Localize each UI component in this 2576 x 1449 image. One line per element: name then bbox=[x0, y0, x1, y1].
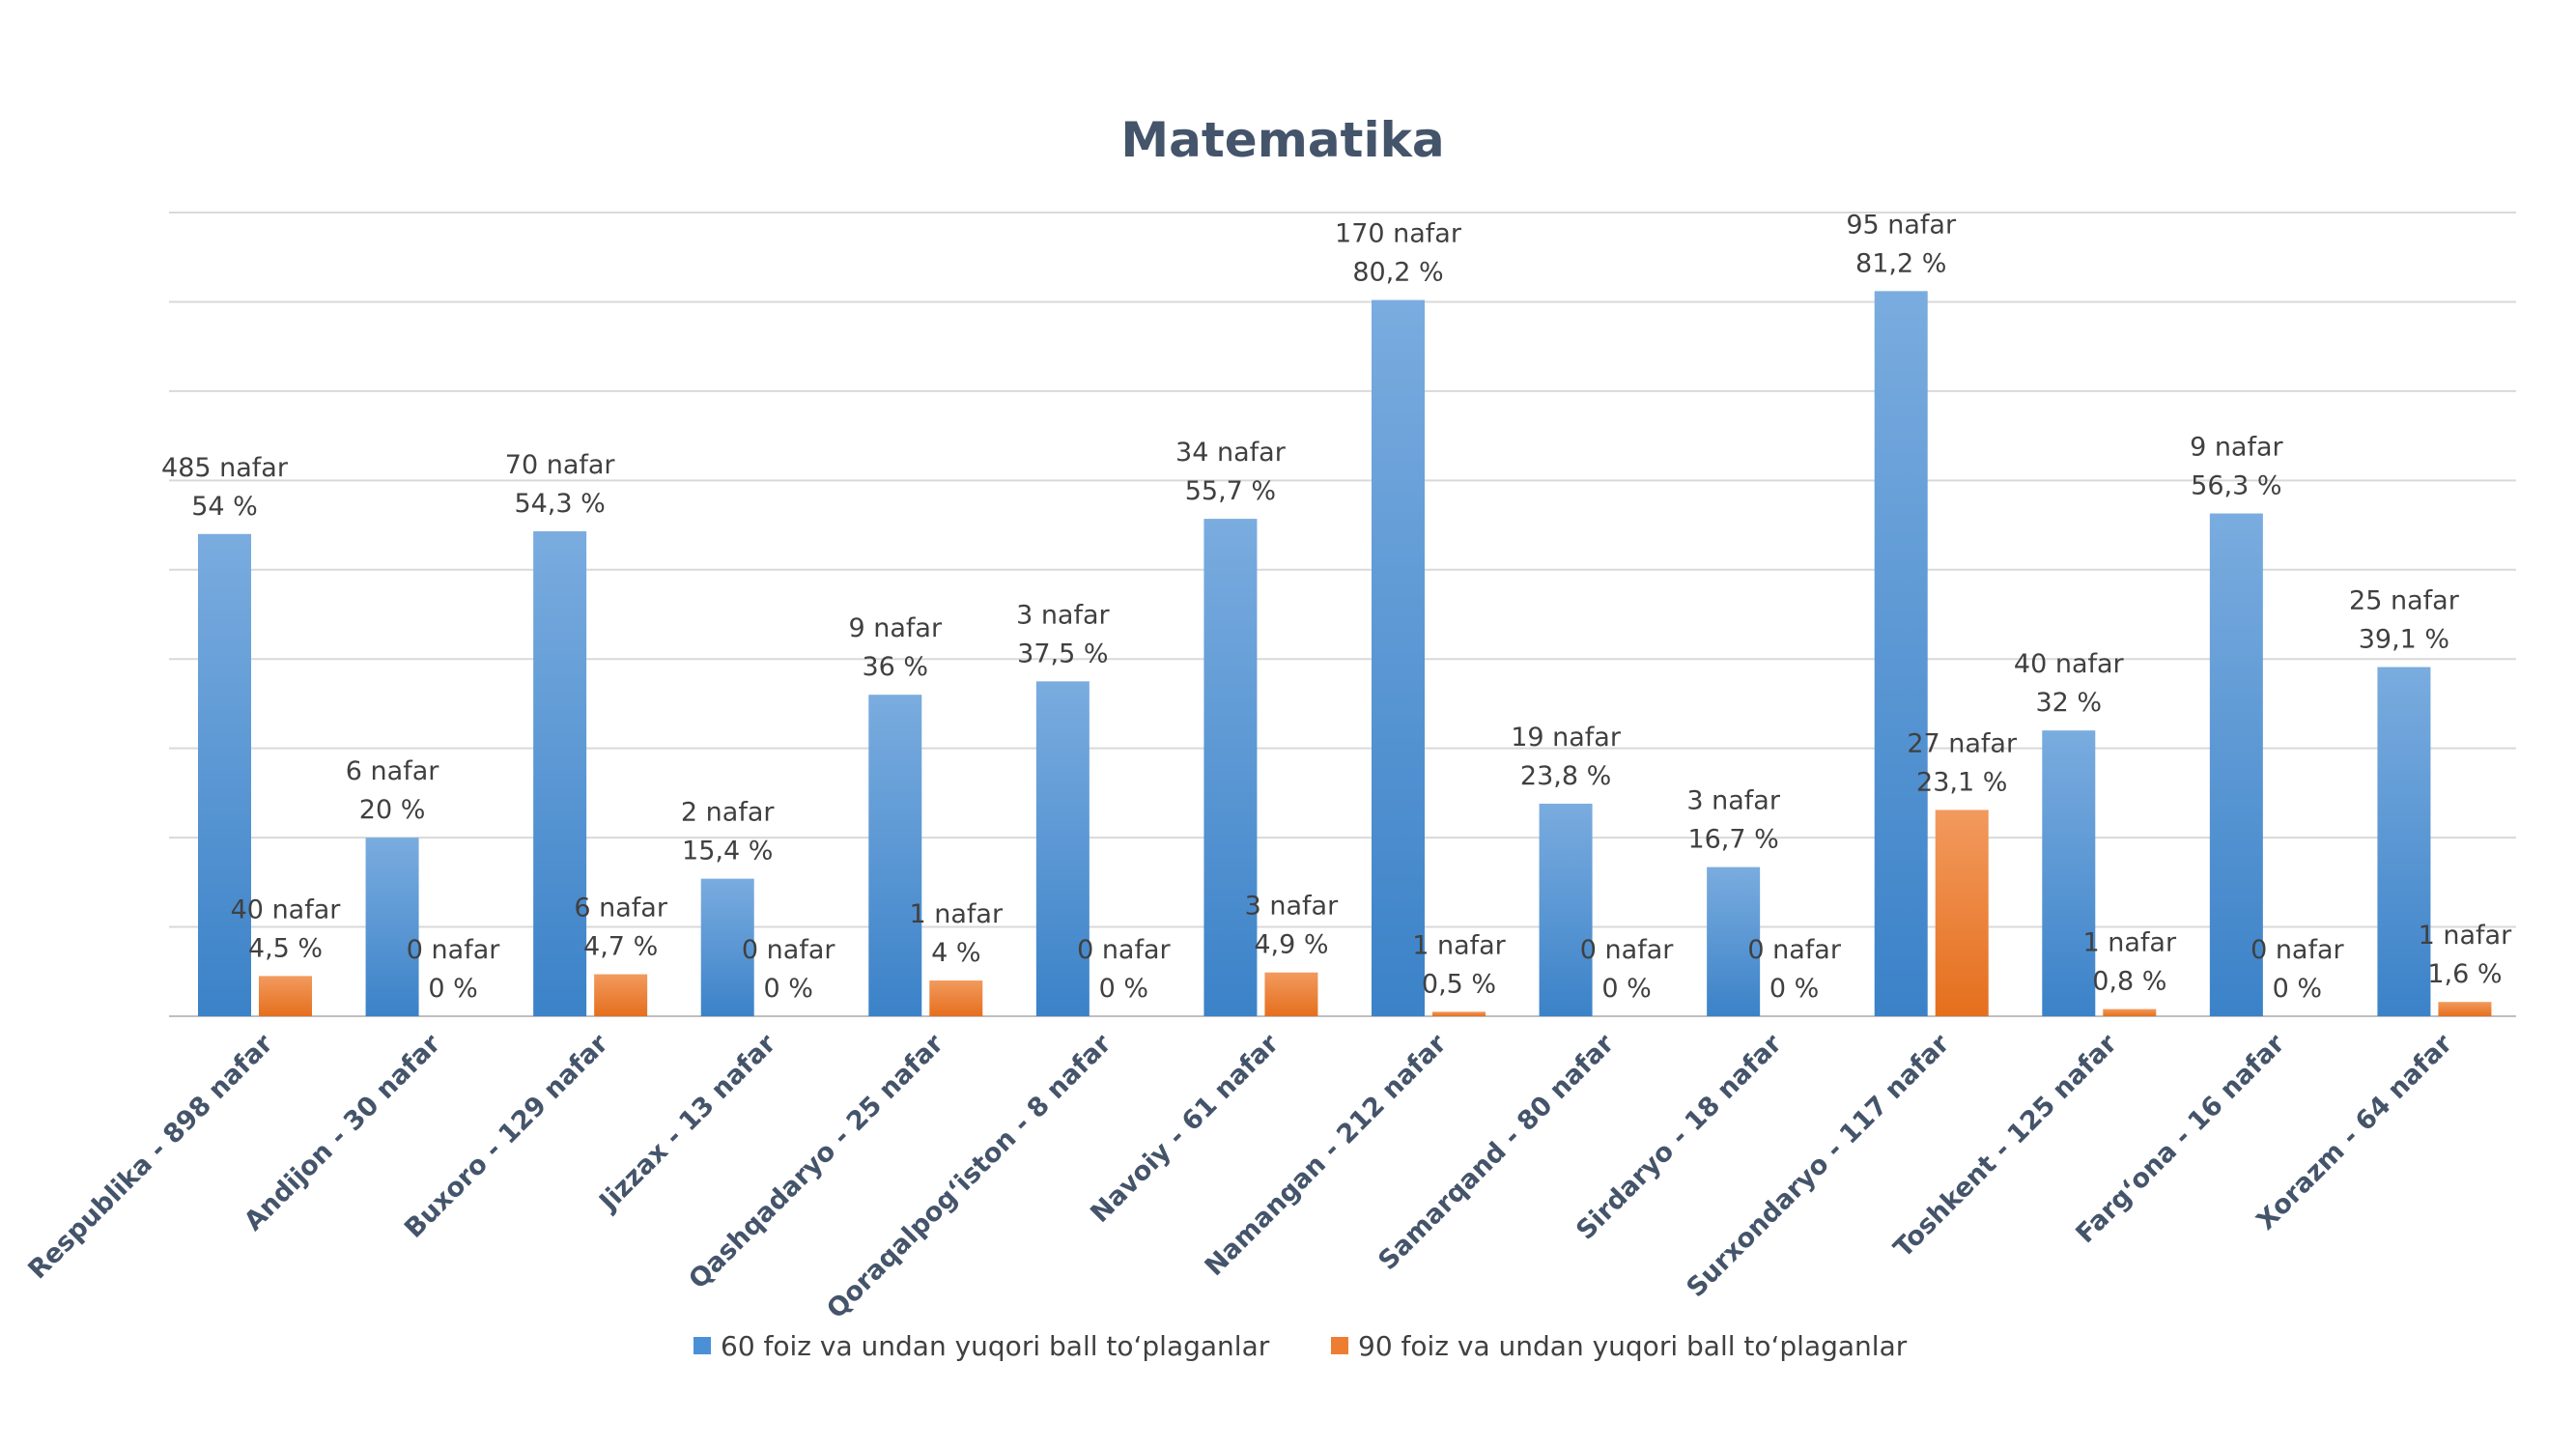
bar-60-percent bbox=[1874, 291, 1928, 1017]
bar-60-percent bbox=[2209, 513, 2263, 1016]
data-label-percent: 1,6 % bbox=[2427, 959, 2502, 989]
bar-60-percent bbox=[533, 531, 587, 1016]
legend-label: 90 foiz va undan yuqori ball to‘plaganla… bbox=[1358, 1330, 1908, 1362]
data-label-percent: 81,2 % bbox=[1855, 248, 1946, 278]
bar-60-percent bbox=[1539, 803, 1593, 1016]
data-label-count: 9 nafar bbox=[848, 613, 942, 643]
data-label-percent: 4 % bbox=[931, 938, 980, 968]
data-label-count: 25 nafar bbox=[2349, 586, 2460, 616]
data-label-count: 70 nafar bbox=[505, 450, 616, 480]
category-label: Navoiy - 61 nafar bbox=[1085, 1029, 1285, 1229]
data-label-percent: 0 % bbox=[764, 974, 813, 1004]
data-labels: 485 nafar 54 % 40 nafar 4,5 % 6 nafar 20 % 0 n… bbox=[161, 210, 2512, 1004]
data-label-percent: 32 % bbox=[2035, 688, 2102, 718]
bar-60-percent bbox=[365, 838, 419, 1016]
legend-swatch bbox=[1331, 1337, 1348, 1354]
data-label-percent: 55,7 % bbox=[1185, 476, 1276, 506]
data-label-count: 170 nafar bbox=[1335, 219, 1462, 249]
bar-90-percent bbox=[2103, 1009, 2157, 1016]
legend-swatch bbox=[694, 1337, 711, 1354]
data-label-count: 485 nafar bbox=[161, 453, 289, 483]
data-label-count: 0 nafar bbox=[1077, 935, 1171, 965]
bar-90-percent bbox=[2438, 1002, 2492, 1016]
data-label-percent: 0 % bbox=[2273, 974, 2322, 1004]
data-label-percent: 56,3 % bbox=[2191, 471, 2281, 501]
data-label-percent: 4,7 % bbox=[583, 932, 658, 962]
data-label-percent: 20 % bbox=[359, 795, 426, 825]
data-label-count: 0 nafar bbox=[1580, 935, 1674, 965]
data-label-count: 95 nafar bbox=[1846, 210, 1957, 240]
bar-60-percent bbox=[1372, 299, 1425, 1016]
chart-title: Matematika bbox=[1120, 112, 1444, 168]
gridlines bbox=[169, 212, 2516, 1017]
data-label-percent: 0 % bbox=[1601, 974, 1651, 1004]
data-label-percent: 23,8 % bbox=[1520, 761, 1611, 791]
bars bbox=[198, 291, 2492, 1017]
bar-60-percent bbox=[2377, 667, 2431, 1016]
bar-60-percent bbox=[1203, 519, 1258, 1016]
bar-60-percent bbox=[1707, 867, 1761, 1016]
data-label-percent: 23,1 % bbox=[1916, 767, 2007, 797]
data-label-percent: 16,7 % bbox=[1687, 825, 1778, 855]
data-label-count: 0 nafar bbox=[1747, 935, 1841, 965]
bar-90-percent bbox=[594, 974, 648, 1016]
category-label: Jizzax - 13 nafar bbox=[593, 1029, 782, 1218]
bar-60-percent bbox=[1035, 681, 1090, 1016]
data-label-percent: 15,4 % bbox=[682, 837, 773, 867]
data-label-count: 1 nafar bbox=[909, 899, 1003, 929]
bar-60-percent bbox=[2042, 730, 2096, 1016]
data-label-percent: 0,8 % bbox=[2092, 967, 2166, 997]
bar-90-percent bbox=[259, 976, 312, 1016]
data-label-count: 34 nafar bbox=[1175, 438, 1287, 468]
data-label-count: 40 nafar bbox=[231, 895, 342, 924]
bar-60-percent bbox=[198, 533, 251, 1016]
legend-label: 60 foiz va undan yuqori ball to‘plaganla… bbox=[721, 1330, 1270, 1362]
data-label-count: 3 nafar bbox=[1245, 892, 1339, 922]
data-label-count: 0 nafar bbox=[407, 935, 500, 965]
data-label-count: 1 nafar bbox=[2082, 928, 2176, 958]
data-label-percent: 4,5 % bbox=[248, 933, 323, 963]
data-label-count: 2 nafar bbox=[681, 798, 775, 828]
data-label-count: 0 nafar bbox=[742, 935, 835, 965]
data-label-percent: 80,2 % bbox=[1352, 258, 1443, 288]
data-label-percent: 4,9 % bbox=[1254, 930, 1328, 960]
data-label-percent: 0 % bbox=[1099, 974, 1148, 1004]
category-label: Surxondaryo - 117 nafar bbox=[1681, 1029, 1956, 1304]
category-label: Xorazm - 64 nafar bbox=[2251, 1029, 2459, 1236]
bar-90-percent bbox=[929, 980, 983, 1016]
data-label-count: 0 nafar bbox=[2250, 935, 2344, 965]
data-label-count: 6 nafar bbox=[574, 894, 667, 923]
data-label-percent: 54,3 % bbox=[514, 489, 605, 519]
data-label-count: 27 nafar bbox=[1907, 728, 2018, 758]
data-label-percent: 39,1 % bbox=[2359, 625, 2449, 655]
legend: 60 foiz va undan yuqori ball to‘plaganla… bbox=[694, 1330, 1908, 1362]
data-label-percent: 0 % bbox=[1769, 974, 1819, 1004]
data-label-count: 19 nafar bbox=[1511, 723, 1622, 753]
data-label-count: 9 nafar bbox=[2190, 433, 2283, 463]
data-label-count: 1 nafar bbox=[2419, 921, 2512, 951]
data-label-percent: 0 % bbox=[428, 974, 477, 1004]
data-label-count: 3 nafar bbox=[1016, 600, 1110, 630]
data-label-count: 3 nafar bbox=[1686, 786, 1780, 816]
category-label: Qoraqalpog‘iston - 8 nafar bbox=[821, 1029, 1118, 1325]
bar-60-percent bbox=[700, 878, 754, 1016]
data-label-count: 1 nafar bbox=[1412, 930, 1506, 960]
data-label-percent: 36 % bbox=[862, 652, 928, 682]
bar-60-percent bbox=[868, 695, 922, 1016]
data-label-percent: 37,5 % bbox=[1017, 639, 1108, 668]
data-label-percent: 54 % bbox=[191, 492, 258, 522]
data-label-percent: 0,5 % bbox=[1422, 969, 1496, 999]
bar-90-percent bbox=[1432, 1011, 1486, 1016]
data-label-count: 40 nafar bbox=[2014, 649, 2125, 679]
bar-90-percent bbox=[1264, 972, 1318, 1016]
bar-90-percent bbox=[1935, 810, 1989, 1016]
data-label-count: 6 nafar bbox=[346, 756, 439, 786]
category-label: Respublika - 898 nafar bbox=[22, 1029, 279, 1286]
